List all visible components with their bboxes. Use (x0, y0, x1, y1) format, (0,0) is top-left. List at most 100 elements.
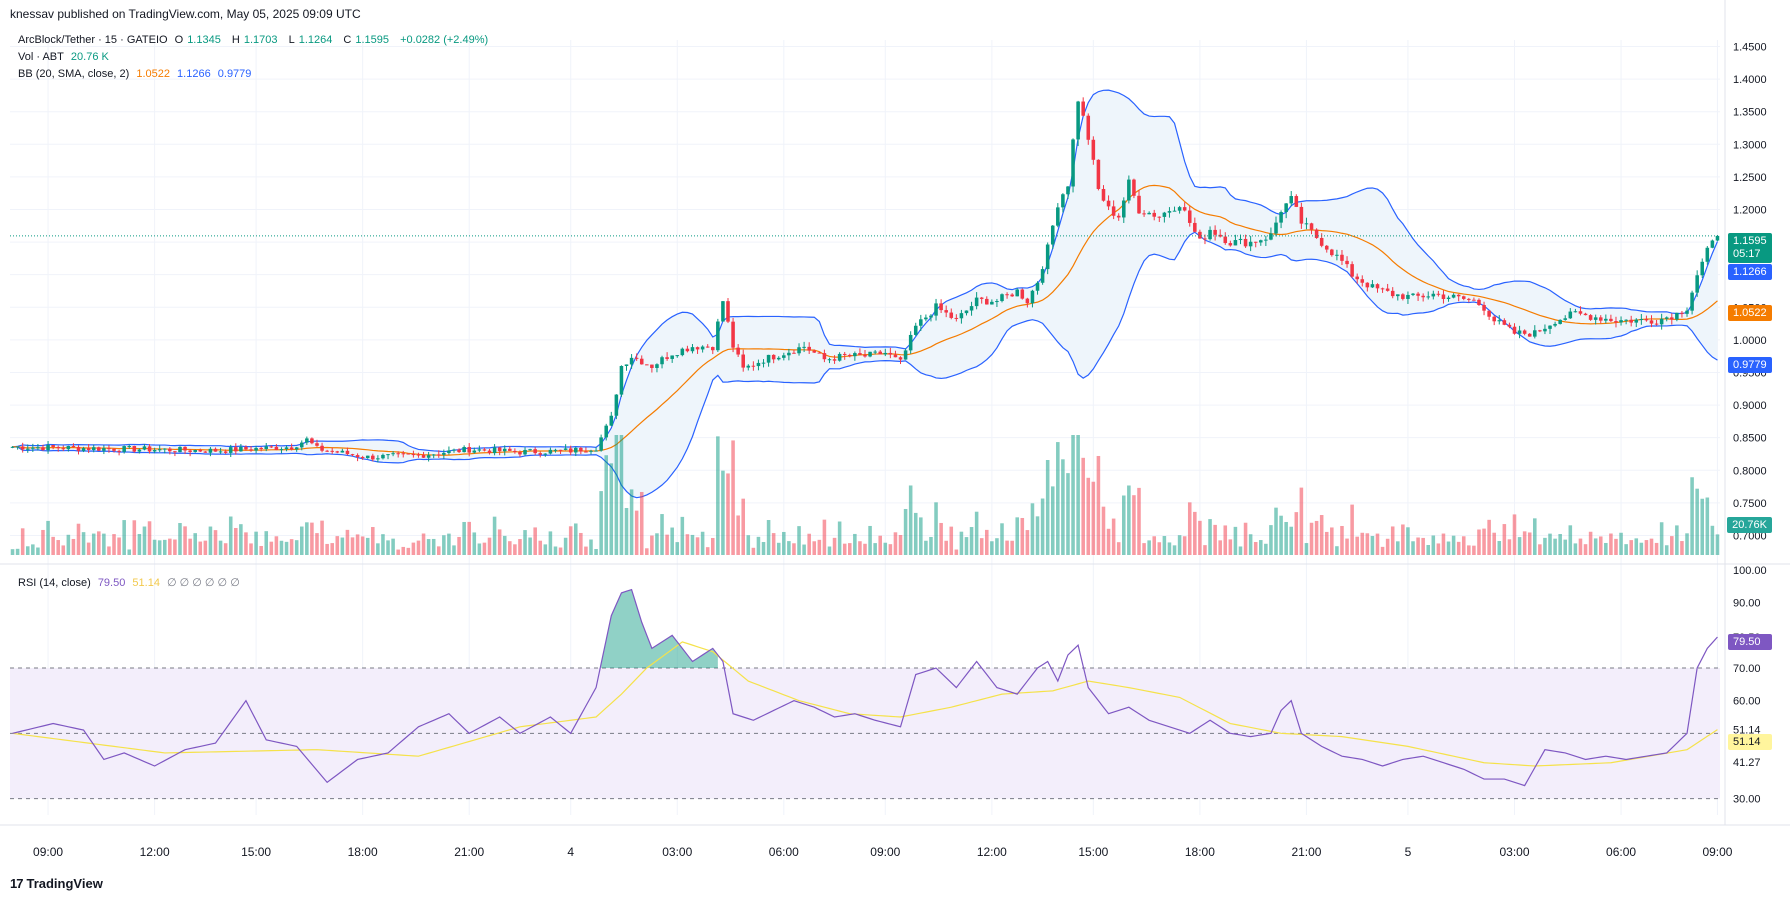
volume-bar (985, 529, 989, 555)
rsi-ma-badge: 51.14 (1728, 734, 1772, 750)
candle-body (863, 354, 867, 357)
candle-body (756, 362, 761, 367)
candle-body (1502, 320, 1507, 325)
volume-bar (1563, 539, 1568, 555)
volume-bar (127, 549, 132, 555)
candle-body (218, 451, 223, 453)
candle-body (1101, 188, 1106, 201)
candle-body (1563, 318, 1568, 320)
candle-body (624, 364, 629, 366)
volume-bar (929, 536, 933, 555)
volume-bar (1573, 543, 1578, 555)
candle-body (228, 447, 233, 453)
time-tick-label: 12:00 (140, 845, 170, 859)
candle-body (1350, 264, 1354, 277)
volume-bar (1253, 541, 1258, 555)
volume-bar (213, 530, 218, 555)
volume-bar (1396, 541, 1400, 555)
time-tick-label: 06:00 (769, 845, 799, 859)
candle-body (46, 444, 50, 451)
candle-body (1588, 315, 1593, 320)
candle-body (1213, 229, 1217, 235)
candle-body (1056, 207, 1060, 226)
candle-body (553, 449, 558, 451)
candle-body (1000, 294, 1004, 302)
volume-bar (731, 440, 735, 555)
candle-body (1619, 320, 1623, 323)
candle-body (391, 453, 395, 455)
volume-bar (1522, 531, 1527, 555)
rsi-badge: 79.50 (1728, 634, 1772, 650)
volume-bar (629, 489, 634, 555)
volume-bar (579, 532, 583, 555)
volume-bar (1106, 528, 1111, 555)
volume-bar (340, 537, 345, 555)
candle-body (416, 454, 421, 456)
ohlc-close: C 1.1595 (343, 34, 390, 46)
price-tick-label: 0.9000 (1733, 400, 1767, 412)
candle-body (523, 449, 527, 455)
volume-bar (1406, 527, 1410, 555)
bb-basis-line (12, 184, 1718, 456)
candle-body (193, 449, 197, 452)
volume-bar (528, 537, 532, 555)
volume-bar (1167, 542, 1172, 555)
tradingview-footer[interactable]: 17 TradingView (10, 876, 103, 891)
time-tick-label: 03:00 (1499, 845, 1529, 859)
candle-body (1649, 320, 1654, 324)
volume-bar (497, 529, 502, 555)
volume-bar (1467, 545, 1471, 555)
volume-bar (1695, 488, 1699, 555)
candle-body (797, 347, 801, 354)
candle-body (264, 446, 269, 449)
candle-body (183, 446, 187, 451)
symbol-name: ArcBlock/Tether · 15 · GATEIO (18, 34, 168, 46)
candle-body (1380, 288, 1385, 290)
candle-body (431, 454, 436, 456)
time-tick-label: 5 (1405, 845, 1412, 859)
candle-body (360, 457, 365, 459)
candle-body (178, 446, 182, 453)
volume-bar (771, 533, 776, 555)
volume-bar (91, 533, 96, 555)
candle-body (655, 364, 659, 368)
volume-bar (832, 537, 837, 555)
candle-body (259, 447, 263, 449)
candle-body (1654, 323, 1659, 325)
candle-body (1583, 313, 1588, 316)
candle-body (234, 447, 238, 452)
candle-body (1690, 292, 1694, 311)
candle-body (122, 446, 126, 452)
candle-body (66, 446, 71, 450)
volume-bar (685, 534, 690, 555)
candle-body (1177, 207, 1182, 211)
candle-body (239, 446, 243, 452)
candle-body (650, 364, 654, 368)
candle-body (1269, 233, 1273, 240)
volume-bar (548, 531, 553, 555)
candle-body (974, 297, 979, 307)
volume-bar (1685, 533, 1689, 555)
volume-bar (299, 526, 304, 555)
candle-body (1538, 330, 1542, 332)
volume-bar (482, 542, 487, 555)
volume-bar (1553, 538, 1557, 555)
candle-body (1203, 238, 1207, 240)
volume-bar (1243, 522, 1248, 555)
candle-body (315, 443, 319, 446)
volume-bar (594, 549, 598, 555)
candle-body (1390, 290, 1395, 297)
volume-bar (1543, 537, 1547, 555)
volume-bar (1583, 544, 1588, 555)
volume-label: Vol · ABT (18, 51, 64, 63)
candle-body (41, 447, 45, 451)
candle-body (670, 355, 674, 359)
candle-body (1187, 210, 1192, 223)
candle-body (1071, 139, 1075, 187)
volume-bar (41, 529, 45, 555)
volume-bar (1675, 525, 1679, 555)
volume-bar (1284, 521, 1288, 555)
published-caption: knessav published on TradingView.com, Ma… (10, 7, 361, 21)
candle-body (91, 447, 96, 450)
volume-bar (898, 535, 903, 555)
